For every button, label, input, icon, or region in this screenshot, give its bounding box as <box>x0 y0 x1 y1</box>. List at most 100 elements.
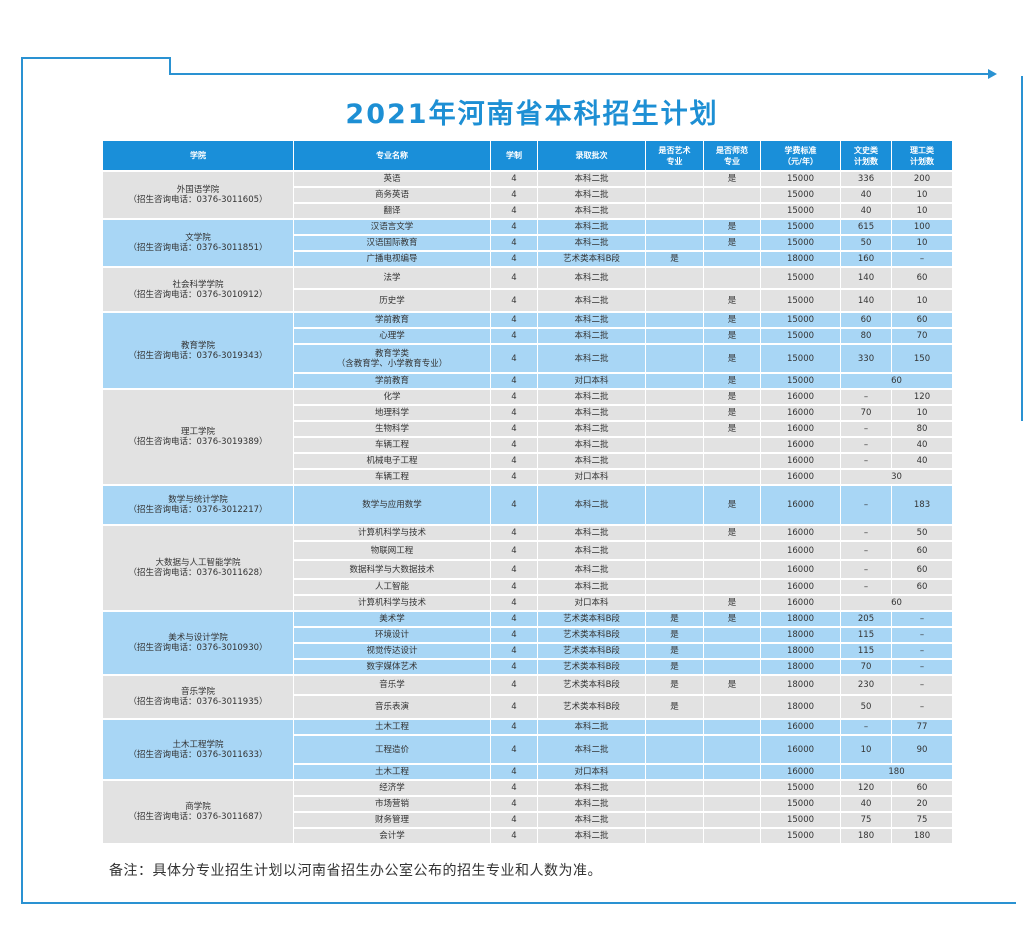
major-cell: 汉语言文学 <box>294 220 490 234</box>
years-cell: 4 <box>491 696 537 718</box>
art-cell <box>646 329 703 343</box>
table-row: 商学院 （招生咨询电话：0376-3011687） 经济学 4 本科二批 15000 120… <box>103 781 952 843</box>
batch-cell: 艺术类本科B段 <box>538 252 645 266</box>
art-cell <box>646 542 703 559</box>
years-cell: 4 <box>491 765 537 779</box>
major-cell: 工程造价 <box>294 736 490 763</box>
fee-cell: 15000 <box>761 345 840 372</box>
art-cell <box>646 454 703 468</box>
combined-quota-cell: 60 <box>841 596 952 610</box>
normal-cell <box>704 781 760 795</box>
sci-quota-cell: 150 <box>892 345 952 372</box>
table-row: 历史学 4 本科二批 是 15000 140 10 <box>103 290 952 311</box>
fee-cell: 15000 <box>761 172 840 186</box>
normal-cell <box>704 542 760 559</box>
batch-cell: 本科二批 <box>538 172 645 186</box>
sci-quota-cell: – <box>892 252 952 266</box>
batch-cell: 本科二批 <box>538 813 645 827</box>
batch-cell: 艺术类本科B段 <box>538 644 645 658</box>
arts-quota-cell: 230 <box>841 676 891 694</box>
major-cell: 物联网工程 <box>294 542 490 559</box>
college-name: 社会科学学院 <box>172 279 224 290</box>
normal-cell: 是 <box>704 290 760 311</box>
major-cell: 美术学 <box>294 612 490 626</box>
years-cell: 4 <box>491 172 537 186</box>
sci-quota-cell: 200 <box>892 172 952 186</box>
sci-quota-cell: 183 <box>892 486 952 524</box>
art-cell: 是 <box>646 696 703 718</box>
arts-quota-cell: 40 <box>841 188 891 202</box>
years-cell: 4 <box>491 313 537 327</box>
arts-quota-cell: 336 <box>841 172 891 186</box>
arts-quota-cell: – <box>841 454 891 468</box>
fee-cell: 16000 <box>761 486 840 524</box>
art-cell: 是 <box>646 644 703 658</box>
table-row: 地理科学 4 本科二批 是 16000 70 10 <box>103 406 952 420</box>
fee-cell: 16000 <box>761 580 840 594</box>
table-body: 外国语学院 （招生咨询电话：0376-3011605） 英语 4 本科二批是 15000 3… <box>103 172 952 843</box>
major-cell: 学前教育 <box>294 313 490 327</box>
table-row: 翻译 4 本科二批 15000 40 10 <box>103 204 952 218</box>
college-cell: 数学与统计学院 （招生咨询电话：0376-3012217） <box>103 486 293 524</box>
normal-cell <box>704 580 760 594</box>
sci-quota-cell: – <box>892 628 952 642</box>
arts-quota-cell: 75 <box>841 813 891 827</box>
fee-cell: 16000 <box>761 596 840 610</box>
normal-cell: 是 <box>704 486 760 524</box>
art-cell <box>646 486 703 524</box>
batch-cell: 本科二批 <box>538 268 645 288</box>
arts-quota-cell: – <box>841 422 891 436</box>
table-row: 社会科学学院 （招生咨询电话：0376-3010912） 法学 4 本科二批 15000 1… <box>103 268 952 311</box>
batch-cell: 本科二批 <box>538 290 645 311</box>
table-row: 音乐学院 （招生咨询电话：0376-3011935） 音乐学 4 艺术类本科B段是是 18… <box>103 676 952 718</box>
college-phone: （招生咨询电话：0376-3019343） <box>128 350 268 361</box>
normal-cell: 是 <box>704 220 760 234</box>
art-cell <box>646 172 703 186</box>
college-phone: （招生咨询电话：0376-3011633） <box>128 749 268 760</box>
fee-cell: 18000 <box>761 676 840 694</box>
major-cell: 商务英语 <box>294 188 490 202</box>
college-phone: （招生咨询电话：0376-3011687） <box>128 812 268 822</box>
table-row: 车辆工程 4 对口本科 16000 30 <box>103 470 952 484</box>
sci-quota-cell: 60 <box>892 268 952 288</box>
fee-cell: 16000 <box>761 720 840 734</box>
sci-quota-cell: – <box>892 696 952 718</box>
art-cell <box>646 268 703 288</box>
batch-cell: 本科二批 <box>538 797 645 811</box>
table-row: 土木工程学院 （招生咨询电话：0376-3011633） 土木工程 4 本科二批 1600… <box>103 720 952 779</box>
batch-cell: 对口本科 <box>538 596 645 610</box>
college-phone: （招生咨询电话：0376-3012217） <box>128 505 268 515</box>
art-cell <box>646 220 703 234</box>
major-cell: 教育学类 （含教育学、小学教育专业） <box>294 345 490 372</box>
years-cell: 4 <box>491 252 537 266</box>
arts-quota-cell: – <box>841 720 891 734</box>
arts-quota-cell: 40 <box>841 797 891 811</box>
combined-quota-cell: 180 <box>841 765 952 779</box>
years-cell: 4 <box>491 628 537 642</box>
header-arts-quota: 文史类 计划数 <box>841 141 891 170</box>
major-cell: 数据科学与大数据技术 <box>294 561 490 578</box>
art-cell <box>646 290 703 311</box>
fee-cell: 16000 <box>761 526 840 540</box>
table-row: 土木工程 4 对口本科 16000 180 <box>103 765 952 779</box>
table-row: 大数据与人工智能学院 （招生咨询电话：0376-3011628） 计算机科学与技术 4… <box>103 526 952 610</box>
years-cell: 4 <box>491 486 537 524</box>
table-row: 数学与统计学院 （招生咨询电话：0376-3012217） 数学与应用数学 4 本科二批… <box>103 486 952 524</box>
normal-cell: 是 <box>704 406 760 420</box>
major-cell: 翻译 <box>294 204 490 218</box>
header-major: 专业名称 <box>294 141 490 170</box>
page-title: 2021年河南省本科招生计划 <box>345 99 719 130</box>
college-name: 商学院 <box>185 802 211 812</box>
sci-quota-cell: 60 <box>892 313 952 327</box>
college-cell: 文学院 （招生咨询电话：0376-3011851） <box>103 220 293 266</box>
table-row: 机械电子工程 4 本科二批 16000–40 <box>103 454 952 468</box>
table-row: 数字媒体艺术 4 艺术类本科B段是 18000 70– <box>103 660 952 674</box>
art-cell <box>646 188 703 202</box>
batch-cell: 艺术类本科B段 <box>538 628 645 642</box>
arts-quota-cell: 50 <box>841 236 891 250</box>
batch-cell: 艺术类本科B段 <box>538 660 645 674</box>
major-cell: 计算机科学与技术 <box>294 526 490 540</box>
table-row: 生物科学 4 本科二批 是 16000–80 <box>103 422 952 436</box>
table-row: 美术与设计学院 （招生咨询电话：0376-3010930） 美术学 4 艺术类本科B段是… <box>103 612 952 674</box>
art-cell <box>646 736 703 763</box>
